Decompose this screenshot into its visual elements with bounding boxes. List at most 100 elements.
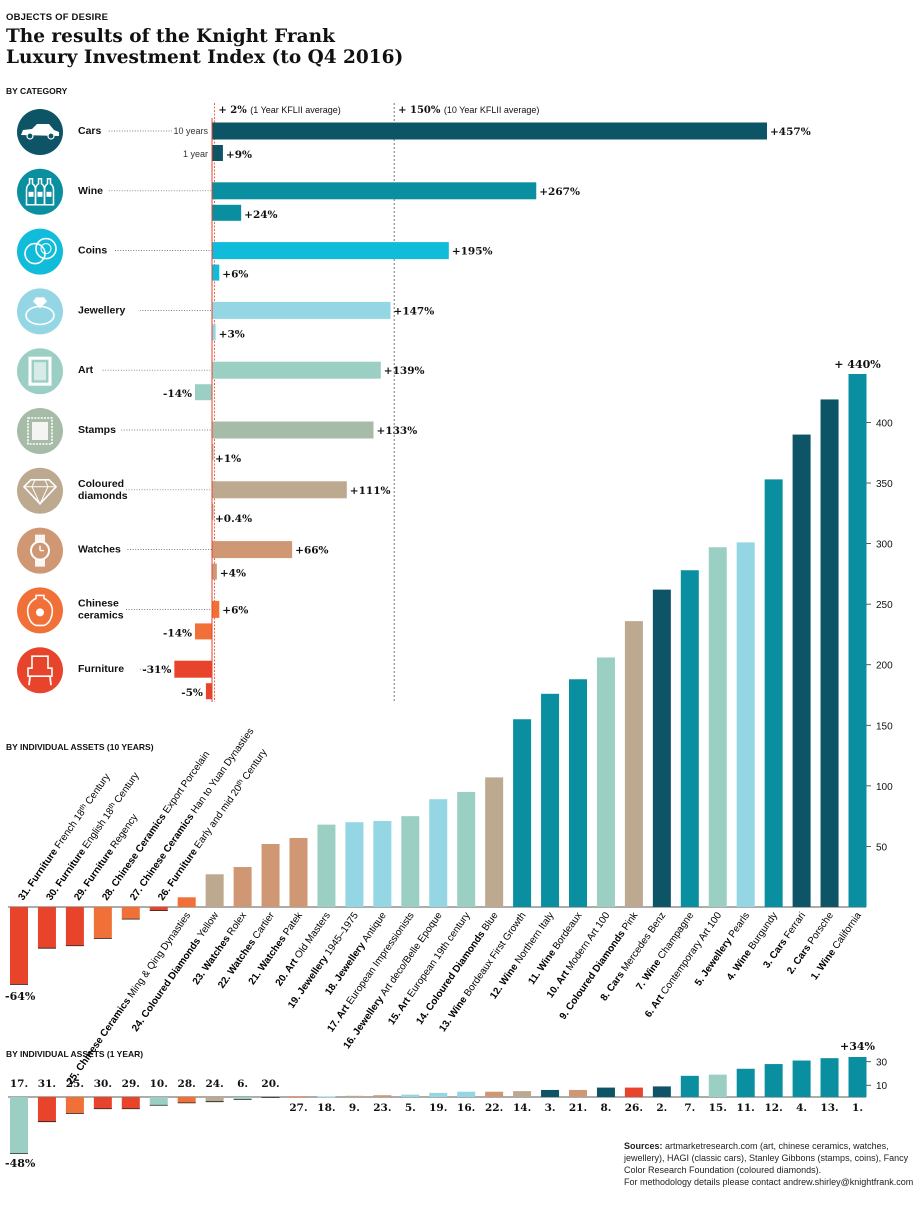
- bar-1-year: [205, 683, 212, 700]
- asset-label-desc: Pink: [620, 910, 641, 933]
- value-label-10-year: +66%: [295, 545, 328, 557]
- category-name: diamonds: [78, 490, 128, 502]
- asset-1y-bar: [121, 1097, 140, 1109]
- asset-10y-label: 25. Chinese Ceramics Ming & Qing Dynasti…: [65, 910, 193, 1087]
- diamond-outline: [22, 479, 58, 505]
- stamp-face: [32, 422, 48, 440]
- bar-10-year: [212, 421, 374, 439]
- asset-10y-label: 4. Wine Burgundy: [725, 910, 780, 982]
- y-tick-label: 150: [876, 721, 893, 732]
- asset-1y-bar: [820, 1058, 839, 1097]
- value-label-1-year: +24%: [244, 209, 277, 221]
- frame-outer: [28, 356, 52, 386]
- asset-1y-23: 23.: [373, 1095, 391, 1114]
- vase-motif: [36, 608, 44, 617]
- kicker: OBJECTS OF DESIRE: [6, 12, 109, 23]
- bar-10-year: [212, 541, 293, 559]
- asset-10y-label: 1. Wine California: [809, 910, 864, 982]
- asset-label-desc: Porsche: [806, 910, 836, 947]
- section-heading-category: BY CATEGORY: [6, 86, 68, 96]
- y-tick-label: 100: [876, 782, 893, 793]
- asset-1y-30: 30.: [94, 1078, 112, 1110]
- asset-label-category: 20. Art: [274, 955, 302, 989]
- asset-1y-rank: 17.: [10, 1078, 28, 1090]
- asset-1y-bar: [233, 1097, 252, 1100]
- asset-10y-label: 28. Chinese Ceramics Export Porcelain: [100, 749, 212, 902]
- asset-1y-rank: 16.: [457, 1102, 475, 1114]
- asset-1y-17: 17.: [10, 1078, 28, 1154]
- reference-label-text: (1 Year KFLII average): [250, 105, 341, 115]
- asset-10y-bar: [177, 897, 196, 907]
- assets-1y-max-label: +34%: [840, 1040, 876, 1053]
- asset-10y-bar: [541, 693, 560, 907]
- bottle-label: [28, 191, 34, 197]
- category-icon-disc: [17, 288, 63, 335]
- asset-label-desc: Ferrari: [782, 910, 808, 940]
- asset-1y-21: 21.: [569, 1089, 587, 1114]
- asset-label-desc: Pearls: [727, 910, 752, 940]
- asset-1y-11: 11.: [736, 1068, 755, 1114]
- bar-10-year: [212, 361, 381, 379]
- asset-1y-bar: [65, 1097, 84, 1114]
- asset-1y-bar: [345, 1095, 364, 1097]
- asset-10y-bar: [708, 547, 727, 907]
- y-tick-label: 30: [876, 1058, 888, 1069]
- value-label-1-year: -14%: [163, 627, 192, 639]
- ring-stone: [33, 297, 47, 309]
- car-wheel: [47, 132, 55, 140]
- reference-label-value: + 2%: [218, 105, 250, 116]
- asset-1y-bar: [708, 1074, 727, 1097]
- bottle-label: [46, 191, 52, 197]
- asset-1y-bar: [680, 1075, 699, 1097]
- asset-label-category: 17. Art: [325, 1001, 353, 1035]
- stamp-edge: [27, 417, 53, 445]
- sources-label: Sources:: [624, 1141, 663, 1151]
- bar-1-year: [212, 503, 214, 520]
- asset-1y-bar: [373, 1095, 392, 1097]
- category-icon-disc: [17, 467, 63, 514]
- car-wheel: [26, 132, 34, 140]
- asset-10y-bar: [317, 824, 336, 907]
- asset-10y-bar: [596, 657, 615, 907]
- asset-label-sup: th: [235, 778, 244, 787]
- sources-text: artmarketresearch.com (art, chinese cera…: [624, 1141, 909, 1175]
- asset-1y-bar: [289, 1097, 308, 1098]
- asset-1y-bar: [513, 1091, 532, 1097]
- asset-label-desc: Cartier: [251, 910, 278, 941]
- asset-1y-rank: 1.: [852, 1102, 863, 1114]
- value-label-10-year: +267%: [539, 186, 580, 198]
- category-row-coloured-diamonds: diamond-iconColoureddiamonds +111%+0.4%: [17, 467, 391, 525]
- chair-back: [27, 655, 53, 677]
- asset-10y-bar: [149, 907, 168, 911]
- category-row-jewellery: ring-iconJewellery +147%+3%: [17, 288, 434, 341]
- asset-1y-rank: 3.: [545, 1102, 556, 1114]
- y-tick-label: 250: [876, 600, 893, 611]
- frame-picture: [34, 362, 46, 381]
- asset-1y-rank: 20.: [261, 1078, 279, 1090]
- diamond-facets: [24, 479, 56, 505]
- contact-text: For methodology details please contact a…: [624, 1177, 914, 1187]
- asset-10y-bar: [764, 479, 783, 907]
- asset-1y-10: 10.: [150, 1078, 168, 1106]
- asset-1y-rank: 5.: [405, 1102, 416, 1114]
- asset-10y-bar: [233, 867, 252, 907]
- y-tick-label: 200: [876, 661, 893, 672]
- asset-label-category: 1. Wine: [809, 945, 840, 982]
- asset-1y-bar: [848, 1057, 867, 1097]
- category-row-coins: coins-iconCoins +195%+6%: [17, 228, 493, 281]
- asset-1y-bar: [736, 1068, 755, 1097]
- bar-10-year: [212, 481, 347, 499]
- asset-1y-rank: 6.: [237, 1078, 248, 1090]
- asset-10y-bar: [289, 837, 308, 907]
- category-name: Coins: [78, 245, 107, 257]
- asset-1y-bar: [429, 1092, 448, 1097]
- asset-1y-4: 4.: [792, 1060, 811, 1114]
- asset-10y-bar: [373, 820, 392, 907]
- asset-label-category: 10. Art: [545, 966, 573, 1000]
- asset-1y-rank: 9.: [349, 1102, 360, 1114]
- asset-10y-bar: [429, 799, 448, 907]
- value-label-1-year: -14%: [163, 388, 192, 400]
- asset-1y-13: 13.: [820, 1058, 839, 1114]
- bar-10-year: [212, 600, 220, 618]
